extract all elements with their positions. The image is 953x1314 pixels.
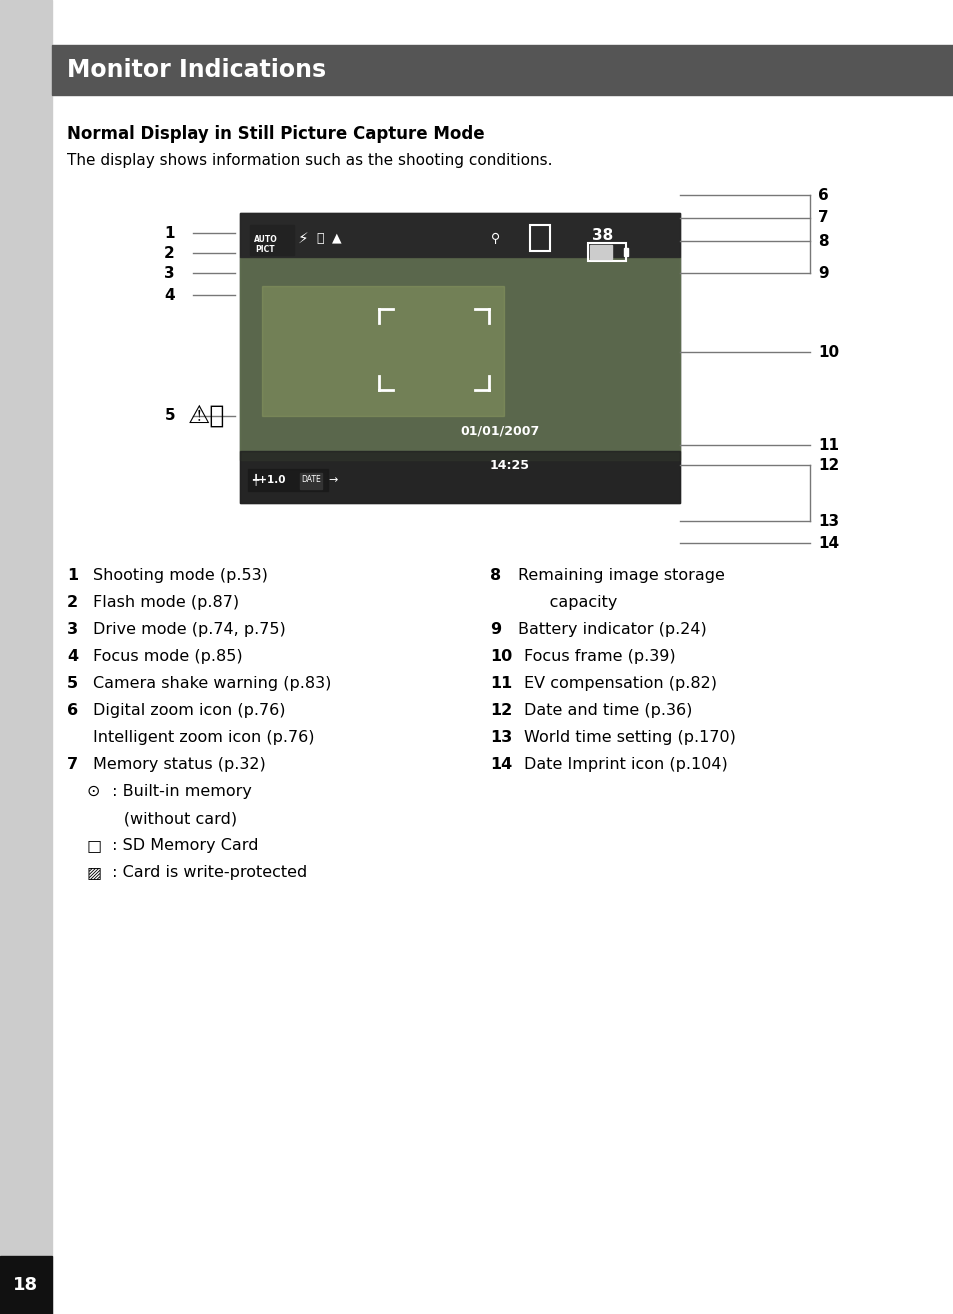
Text: ╇+1.0: ╇+1.0 xyxy=(252,474,285,486)
Text: 2: 2 xyxy=(164,246,174,260)
Text: 11: 11 xyxy=(490,675,512,691)
Bar xyxy=(240,213,679,503)
Text: 13: 13 xyxy=(490,731,512,745)
Text: ⚠✋: ⚠✋ xyxy=(188,403,225,428)
Text: 01/01/2007: 01/01/2007 xyxy=(459,424,538,438)
Text: →: → xyxy=(328,474,337,485)
Text: Shooting mode (p.53): Shooting mode (p.53) xyxy=(92,568,268,583)
Text: ⚡: ⚡ xyxy=(297,230,309,246)
Text: ▨: ▨ xyxy=(87,865,102,880)
Text: The display shows information such as the shooting conditions.: The display shows information such as th… xyxy=(67,152,552,168)
Text: 7: 7 xyxy=(67,757,78,773)
Text: DATE: DATE xyxy=(301,476,320,485)
Text: 10: 10 xyxy=(490,649,512,664)
Bar xyxy=(0,0,52,1314)
Text: Remaining image storage: Remaining image storage xyxy=(517,568,724,583)
Text: Date Imprint icon (p.104): Date Imprint icon (p.104) xyxy=(523,757,727,773)
Bar xyxy=(240,213,679,256)
Text: World time setting (p.170): World time setting (p.170) xyxy=(523,731,735,745)
Text: Drive mode (p.74, p.75): Drive mode (p.74, p.75) xyxy=(92,622,286,637)
Bar xyxy=(248,469,328,491)
Text: Digital zoom icon (p.76): Digital zoom icon (p.76) xyxy=(92,703,285,717)
Text: ⚲: ⚲ xyxy=(490,231,499,244)
Text: 9: 9 xyxy=(490,622,500,637)
Text: 2: 2 xyxy=(67,595,78,610)
Text: 6: 6 xyxy=(67,703,78,717)
Bar xyxy=(589,244,611,259)
Bar xyxy=(262,285,503,417)
Text: AUTO: AUTO xyxy=(253,235,277,244)
Text: Battery indicator (p.24): Battery indicator (p.24) xyxy=(517,622,706,637)
Text: 1: 1 xyxy=(164,226,174,240)
Text: Camera shake warning (p.83): Camera shake warning (p.83) xyxy=(92,675,331,691)
Text: 14: 14 xyxy=(817,536,839,551)
Text: Memory status (p.32): Memory status (p.32) xyxy=(92,757,266,773)
Text: 4: 4 xyxy=(164,288,174,302)
Bar xyxy=(0,1256,52,1314)
Text: 8: 8 xyxy=(490,568,500,583)
Text: 18: 18 xyxy=(13,1276,38,1294)
Text: 12: 12 xyxy=(490,703,512,717)
Text: Focus mode (p.85): Focus mode (p.85) xyxy=(92,649,242,664)
Text: 3: 3 xyxy=(164,265,174,280)
Text: (without card): (without card) xyxy=(92,811,237,827)
Text: 7: 7 xyxy=(817,210,828,226)
Text: 11: 11 xyxy=(817,438,838,452)
Text: : Built-in memory: : Built-in memory xyxy=(107,784,252,799)
Text: 4: 4 xyxy=(67,649,78,664)
Text: Monitor Indications: Monitor Indications xyxy=(67,58,326,81)
Text: Intelligent zoom icon (p.76): Intelligent zoom icon (p.76) xyxy=(92,731,314,745)
Text: 14: 14 xyxy=(490,757,512,773)
Bar xyxy=(240,451,679,503)
Text: Focus frame (p.39): Focus frame (p.39) xyxy=(523,649,675,664)
Bar xyxy=(52,45,953,95)
Text: 12: 12 xyxy=(817,457,839,473)
Bar xyxy=(623,248,627,256)
Bar xyxy=(299,473,322,489)
Text: Normal Display in Still Picture Capture Mode: Normal Display in Still Picture Capture … xyxy=(67,125,484,143)
Text: 9: 9 xyxy=(817,265,828,280)
Text: 1: 1 xyxy=(67,568,78,583)
Text: EV compensation (p.82): EV compensation (p.82) xyxy=(523,675,717,691)
Bar xyxy=(240,256,679,460)
Text: 3: 3 xyxy=(67,622,78,637)
Bar xyxy=(250,225,294,255)
Text: 8: 8 xyxy=(817,234,828,248)
Text: 38: 38 xyxy=(592,227,613,243)
Text: 6: 6 xyxy=(817,188,828,202)
Text: 13: 13 xyxy=(817,514,839,528)
Text: Date and time (p.36): Date and time (p.36) xyxy=(523,703,692,717)
Text: ⊙: ⊙ xyxy=(87,784,100,799)
Text: ⌛: ⌛ xyxy=(315,231,323,244)
Bar xyxy=(587,243,625,261)
Text: ▲: ▲ xyxy=(332,231,341,244)
Text: : Card is write-protected: : Card is write-protected xyxy=(107,865,307,880)
Text: 5: 5 xyxy=(164,409,174,423)
Text: 10: 10 xyxy=(817,344,839,360)
Text: 14:25: 14:25 xyxy=(490,459,530,472)
Text: 5: 5 xyxy=(67,675,78,691)
Text: : SD Memory Card: : SD Memory Card xyxy=(107,838,258,853)
Bar xyxy=(530,225,550,251)
Text: PICT: PICT xyxy=(254,244,274,254)
Text: □: □ xyxy=(87,838,102,853)
Text: Flash mode (p.87): Flash mode (p.87) xyxy=(92,595,239,610)
Text: capacity: capacity xyxy=(523,595,617,610)
